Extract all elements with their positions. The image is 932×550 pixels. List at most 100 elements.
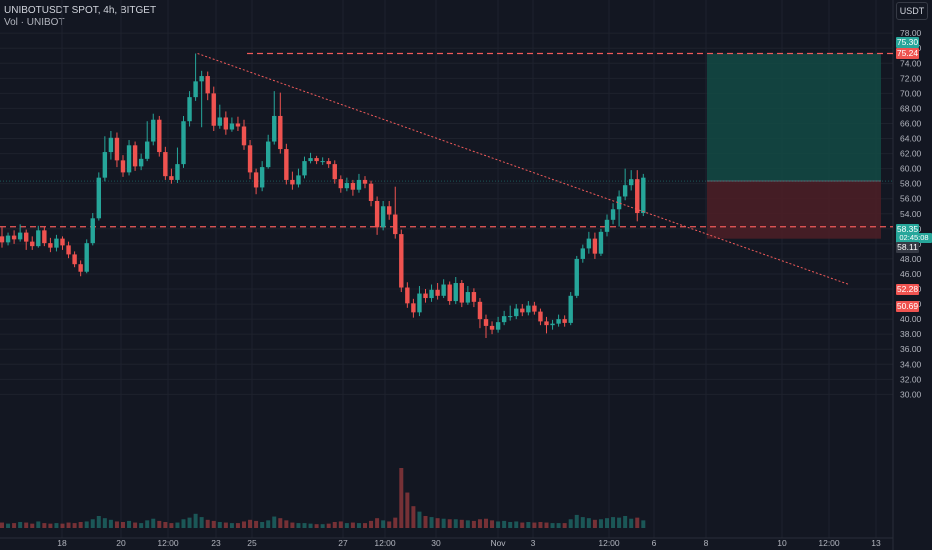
last-price-tag: 58.11 xyxy=(896,242,919,253)
price-axis-label: 46.00 xyxy=(900,269,922,279)
volume-bar xyxy=(629,518,634,528)
volume-bar xyxy=(266,520,271,528)
candle-body xyxy=(453,283,458,302)
volume-bar xyxy=(623,516,628,528)
candle-body xyxy=(199,76,204,82)
volume-bar xyxy=(169,523,174,528)
volume-bar xyxy=(235,523,240,528)
candle-body xyxy=(622,185,628,197)
volume-bar xyxy=(181,519,186,528)
volume-bar xyxy=(484,518,488,528)
candle-body xyxy=(574,258,579,296)
volume-bar xyxy=(502,520,507,528)
candle-body xyxy=(399,234,404,288)
candle-body xyxy=(520,308,525,313)
candle-body xyxy=(90,218,95,244)
volume-bar xyxy=(332,522,337,528)
price-axis-label: 56.00 xyxy=(900,194,922,204)
candle-body xyxy=(108,137,114,153)
time-axis-label: 13 xyxy=(871,538,881,548)
candle-body xyxy=(544,321,549,326)
volume-bar xyxy=(423,516,428,528)
price-axis-label: 70.00 xyxy=(900,88,922,98)
volume-bar xyxy=(260,522,265,528)
volume-bar xyxy=(175,522,180,528)
volume-bar xyxy=(411,506,416,528)
time-axis-label: 20 xyxy=(116,538,126,548)
candle-body xyxy=(489,325,495,330)
volume-bar xyxy=(326,523,331,528)
volume-bar xyxy=(12,523,17,528)
volume-bar xyxy=(48,523,53,528)
volume-bar xyxy=(338,521,343,528)
candle-body xyxy=(350,182,356,190)
volume-bar xyxy=(187,517,192,528)
volume-bar xyxy=(532,522,537,528)
candle-body xyxy=(610,209,616,220)
candle-body xyxy=(616,196,622,210)
candle-body xyxy=(163,152,168,177)
chart-symbol-title[interactable]: UNIBOTUSDT SPOT, 4h, BITGET xyxy=(4,5,157,16)
stop-loss-zone xyxy=(707,181,881,239)
current-price-tag: 58.35 xyxy=(896,224,919,234)
volume-bar xyxy=(580,517,585,528)
volume-indicator-label[interactable]: Vol · UNIBOT xyxy=(4,17,65,28)
volume-bar xyxy=(296,523,301,528)
candle-body xyxy=(598,231,604,254)
candle-body xyxy=(284,149,289,180)
candle-body xyxy=(483,319,489,326)
volume-bar xyxy=(381,520,386,528)
price-axis-label: 58.00 xyxy=(900,179,922,189)
candle-body xyxy=(181,121,186,165)
candle-body xyxy=(568,295,573,323)
volume-bar xyxy=(435,518,440,528)
time-axis-label: 6 xyxy=(652,538,657,548)
candle-body xyxy=(459,283,464,303)
volume-bar xyxy=(90,519,95,528)
candle-body xyxy=(417,293,422,313)
volume-bar xyxy=(447,519,452,528)
time-axis-label: 18 xyxy=(57,538,67,548)
price-axis-label: 60.00 xyxy=(900,164,922,174)
candle-body xyxy=(423,293,428,299)
candle-body xyxy=(30,241,35,247)
candle-body xyxy=(175,164,180,180)
candle-body xyxy=(266,141,271,168)
candle-body xyxy=(120,160,126,173)
volume-bar xyxy=(471,520,476,528)
candle-body xyxy=(604,219,610,232)
price-axis-label: 38.00 xyxy=(900,329,922,339)
price-axis-label: 36.00 xyxy=(900,344,922,354)
volume-bar xyxy=(0,522,4,528)
candle-body xyxy=(54,238,59,248)
volume-bar xyxy=(211,520,216,528)
price-axis-label: 30.00 xyxy=(900,389,922,399)
currency-selector-button[interactable]: USDT xyxy=(896,2,928,20)
volume-bar xyxy=(544,522,549,528)
volume-bar xyxy=(84,521,89,528)
candle-body xyxy=(272,115,277,142)
candle-body xyxy=(78,264,83,272)
time-axis-label: 12:00 xyxy=(157,538,179,548)
volume-bar xyxy=(18,522,23,528)
volume-bar xyxy=(145,520,150,528)
candle-body xyxy=(42,230,47,244)
candle-body xyxy=(356,179,362,190)
time-axis-label: 12:00 xyxy=(818,538,840,548)
candle-body xyxy=(508,316,513,318)
entry-high-price-tag: 75.24 xyxy=(896,48,919,59)
candle-body xyxy=(362,179,368,184)
volume-bar xyxy=(108,519,113,528)
candle-body xyxy=(501,316,507,323)
volume-bar xyxy=(399,468,404,528)
volume-bar xyxy=(369,520,374,528)
volume-bar xyxy=(617,517,622,528)
candle-body xyxy=(17,232,23,240)
volume-bar xyxy=(242,521,246,528)
price-axis-label: 62.00 xyxy=(900,149,922,159)
candle-body xyxy=(514,308,519,317)
volume-bar xyxy=(562,523,567,528)
volume-bar xyxy=(217,522,222,528)
volume-bar xyxy=(514,521,519,528)
